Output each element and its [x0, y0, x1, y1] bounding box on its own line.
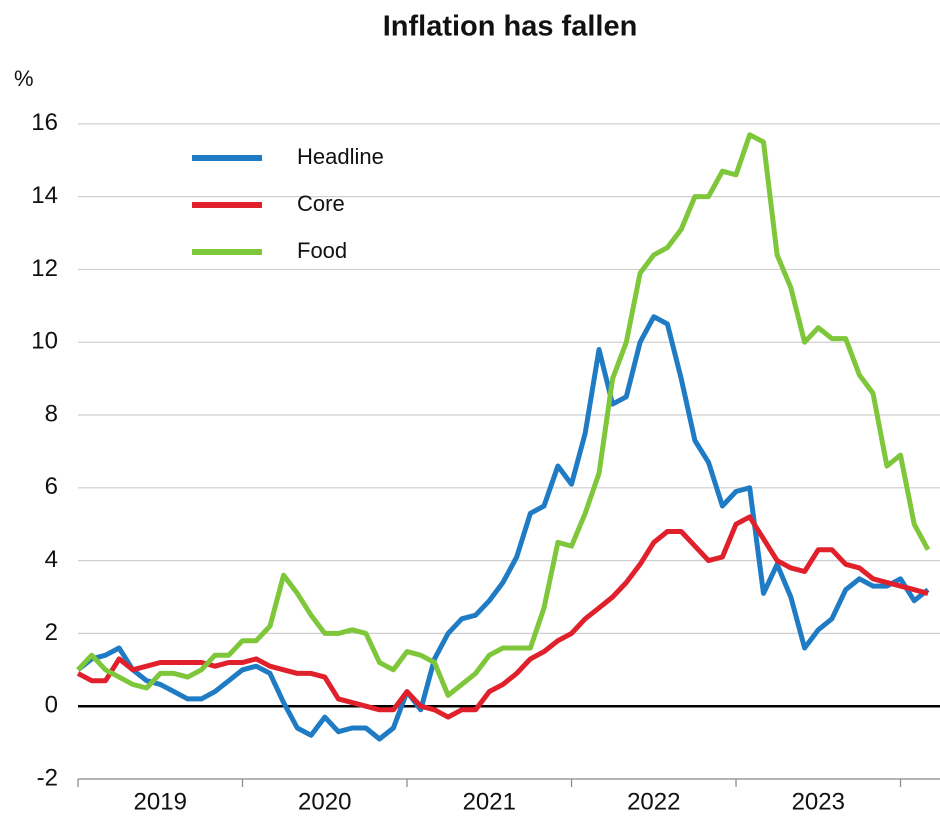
chart-title: Inflation has fallen: [383, 11, 638, 43]
x-tick-label: 2021: [463, 788, 516, 815]
y-tick-label: 8: [45, 400, 58, 427]
x-tick-label: 2019: [134, 788, 187, 815]
y-axis-label: %: [14, 66, 34, 91]
y-tick-label: 2: [45, 619, 58, 646]
y-tick-label: 16: [31, 109, 58, 136]
data-line: [76, 132, 931, 698]
y-tick-label: 0: [45, 692, 58, 719]
legend-label: Core: [297, 191, 345, 216]
x-tick-label: 2022: [627, 788, 680, 815]
y-tick-label: -2: [37, 764, 58, 791]
y-tick-label: 6: [45, 473, 58, 500]
data-line: [76, 314, 930, 742]
y-tick-label: 10: [31, 328, 58, 355]
y-tick-label: 4: [45, 546, 58, 573]
y-tick-label: 14: [31, 182, 58, 209]
y-tick-label: 12: [31, 255, 58, 282]
x-tick-label: 2020: [298, 788, 351, 815]
legend-label: Food: [297, 238, 347, 263]
data-line: [76, 514, 929, 720]
x-tick-label: 2023: [792, 788, 845, 815]
legend-label: Headline: [297, 144, 384, 169]
